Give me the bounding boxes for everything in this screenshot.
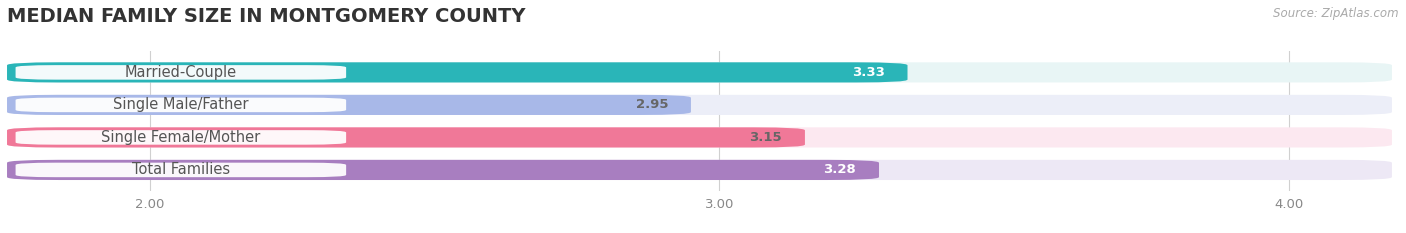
Text: Single Female/Mother: Single Female/Mother — [101, 130, 260, 145]
FancyBboxPatch shape — [7, 160, 879, 180]
Text: 3.15: 3.15 — [749, 131, 782, 144]
Text: 2.95: 2.95 — [636, 98, 668, 111]
FancyBboxPatch shape — [15, 98, 346, 112]
FancyBboxPatch shape — [15, 130, 346, 145]
FancyBboxPatch shape — [15, 163, 346, 177]
FancyBboxPatch shape — [15, 65, 346, 80]
FancyBboxPatch shape — [7, 160, 1392, 180]
Text: Single Male/Father: Single Male/Father — [112, 97, 249, 112]
FancyBboxPatch shape — [7, 127, 1392, 147]
FancyBboxPatch shape — [7, 95, 690, 115]
Text: Married-Couple: Married-Couple — [125, 65, 238, 80]
Text: Total Families: Total Families — [132, 162, 231, 177]
Text: 3.33: 3.33 — [852, 66, 884, 79]
FancyBboxPatch shape — [7, 127, 804, 147]
FancyBboxPatch shape — [7, 62, 907, 82]
Text: MEDIAN FAMILY SIZE IN MONTGOMERY COUNTY: MEDIAN FAMILY SIZE IN MONTGOMERY COUNTY — [7, 7, 526, 26]
FancyBboxPatch shape — [7, 95, 1392, 115]
FancyBboxPatch shape — [7, 62, 1392, 82]
Text: Source: ZipAtlas.com: Source: ZipAtlas.com — [1274, 7, 1399, 20]
Text: 3.28: 3.28 — [824, 163, 856, 176]
